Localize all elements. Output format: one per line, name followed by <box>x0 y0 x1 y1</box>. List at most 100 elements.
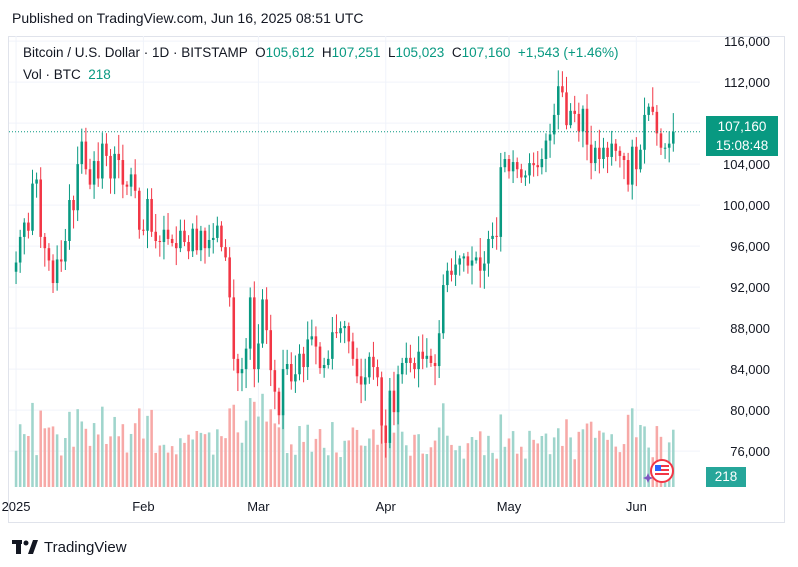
candle-body <box>663 147 667 149</box>
tradingview-brand[interactable]: TradingView <box>12 537 127 557</box>
volume-bar <box>158 445 162 487</box>
candle-body <box>507 159 511 172</box>
candle-body <box>380 377 383 426</box>
candle-body <box>355 358 359 377</box>
candle-body <box>622 155 626 161</box>
volume-bar <box>643 426 646 487</box>
volume-bar <box>610 434 613 487</box>
candle-body <box>133 174 137 191</box>
grid-lines <box>9 36 700 487</box>
candle-body <box>450 270 453 275</box>
candle-body <box>195 228 199 251</box>
candle-body <box>35 179 38 184</box>
candle-body <box>672 131 675 144</box>
candle-body <box>405 357 408 363</box>
volume-bar <box>483 455 486 487</box>
candle-body <box>55 259 59 284</box>
candle-body <box>298 353 301 375</box>
candle-body <box>417 351 420 370</box>
volume-bar <box>446 435 449 487</box>
volume-bar <box>515 453 519 487</box>
volume-bar <box>129 433 133 487</box>
volume-bar <box>269 409 273 487</box>
candle-body <box>68 200 71 241</box>
candle-body <box>27 222 30 231</box>
candle-body <box>261 299 264 344</box>
x-tick-label: Jun <box>626 499 647 514</box>
candle-body <box>302 353 305 368</box>
volume-bar <box>84 428 88 487</box>
candle-body <box>573 110 576 114</box>
volume-bar <box>405 445 408 487</box>
volume-bar <box>113 416 116 487</box>
candle-body <box>14 262 18 272</box>
chart-pane[interactable] <box>8 36 785 523</box>
candle-body <box>146 198 149 231</box>
last-price-badge: 107,160 15:08:48 <box>706 116 778 156</box>
candle-body <box>277 391 281 416</box>
candle-body <box>655 111 659 134</box>
symbol-title[interactable]: Bitcoin / U.S. Dollar · 1D · BITSTAMP <box>23 45 248 60</box>
low-value: 105,023 <box>395 45 445 60</box>
candle-body <box>618 150 622 156</box>
volume-bar <box>314 438 318 487</box>
volume-bar <box>532 439 535 487</box>
candle-body <box>170 238 174 244</box>
volume-bar <box>429 447 433 487</box>
volume-bar <box>166 452 170 487</box>
volume-label[interactable]: Vol · BTC <box>23 67 81 82</box>
candle-body <box>470 260 474 266</box>
candle-body <box>96 161 100 179</box>
candle-body <box>491 235 494 239</box>
volume-bar <box>277 427 281 487</box>
volume-bar <box>174 454 178 487</box>
candle-body <box>322 365 326 369</box>
candle-body <box>220 225 223 248</box>
candle-body <box>191 228 194 252</box>
volume-bar <box>618 452 622 487</box>
candle-body <box>577 113 581 132</box>
volume-bar <box>331 422 334 487</box>
brand-name: TradingView <box>44 538 127 556</box>
volume-bar <box>585 423 589 487</box>
volume-bar <box>577 431 581 487</box>
volume-bar <box>372 429 375 487</box>
candle-body <box>540 159 544 168</box>
volume-bar <box>105 443 108 487</box>
candle-body <box>667 143 671 148</box>
candle-body <box>561 86 564 93</box>
candle-body <box>248 297 252 349</box>
volume-bar <box>598 430 601 487</box>
candle-body <box>211 237 215 240</box>
candle-body <box>306 339 309 368</box>
volume-bar <box>179 438 182 487</box>
candle-body <box>557 86 560 115</box>
candle-body <box>117 153 121 161</box>
candle-body <box>203 230 207 249</box>
volume-bar <box>363 445 367 487</box>
volume-bar <box>162 444 166 487</box>
volume-bar <box>228 408 231 487</box>
volume-bar <box>347 440 351 487</box>
volume-bar <box>569 437 572 487</box>
candle-body <box>598 147 601 159</box>
candle-body <box>474 257 478 261</box>
candle-body <box>458 258 461 265</box>
candle-body <box>88 169 92 185</box>
volume-bar <box>626 414 630 487</box>
candle-body <box>388 390 392 443</box>
volume-bar <box>548 454 552 487</box>
candle-body <box>269 330 273 371</box>
candle-body <box>265 299 268 331</box>
candle-body <box>359 376 363 385</box>
volume-bar <box>413 434 416 487</box>
candle-body <box>331 332 334 359</box>
y-tick-label: 76,000 <box>730 444 770 459</box>
candle-body <box>639 149 642 170</box>
volume-bar <box>322 447 326 487</box>
volume-bar <box>257 416 260 487</box>
volume-bar <box>602 432 605 487</box>
candle-body <box>207 239 211 249</box>
candle-body <box>244 348 248 370</box>
